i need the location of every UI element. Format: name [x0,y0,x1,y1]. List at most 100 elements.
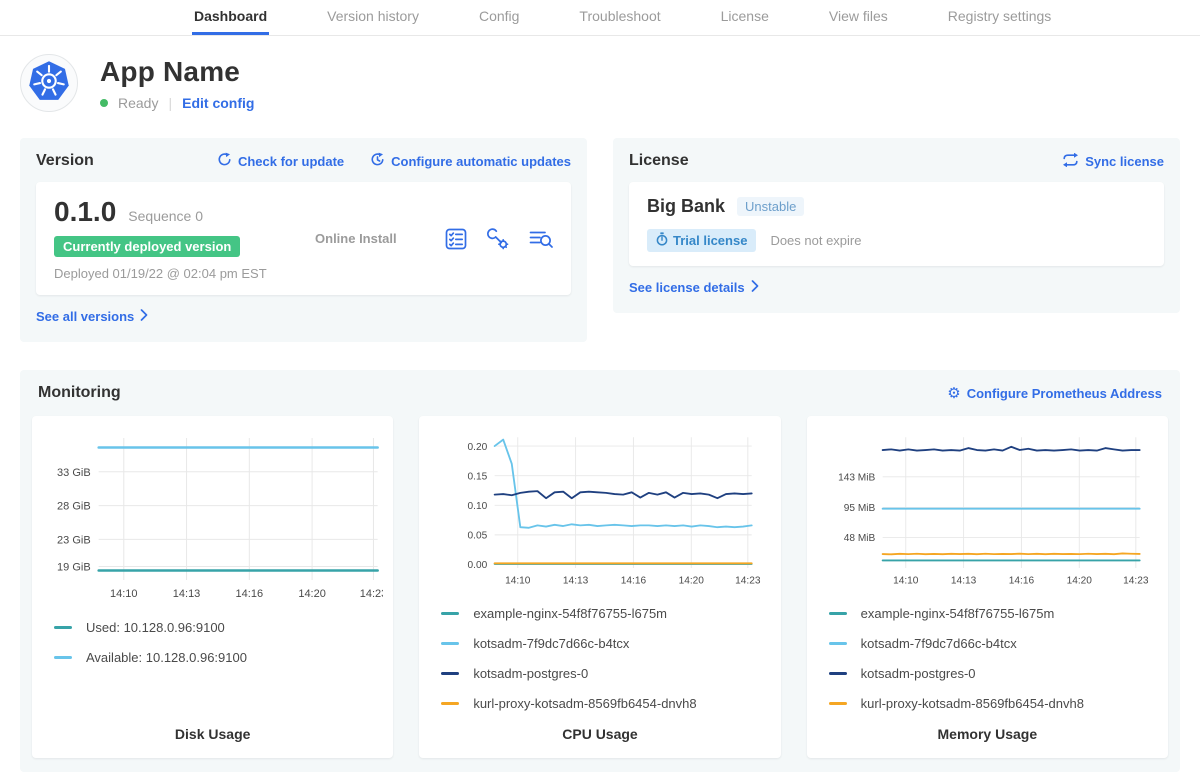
install-type-label: Online Install [315,231,397,246]
sequence-label: Sequence 0 [128,208,203,224]
legend-label: example-nginx-54f8f76755-l675m [861,606,1055,621]
legend-swatch [829,642,847,645]
app-logo [20,54,78,112]
license-card-title: License [629,152,689,170]
svg-text:0.00: 0.00 [468,560,488,571]
memory-usage-chart-card: 48 MiB 95 MiB 143 MiB 14:10 14:13 14:16 14:20 1… [807,416,1168,758]
chevron-right-icon [140,309,148,324]
chart-title: CPU Usage [429,726,770,744]
disk-usage-chart: 19 GiB23 GiB28 GiB33 GiB14:1014:1314:161… [42,428,383,606]
legend-swatch [829,672,847,675]
version-card: Version Check for update [20,138,587,342]
legend-item: Used: 10.128.0.96:9100 [54,620,383,635]
monitoring-title: Monitoring [38,384,121,402]
legend-item: kotsadm-postgres-0 [441,666,770,681]
legend-item: example-nginx-54f8f76755-l675m [829,606,1158,621]
svg-text:23 GiB: 23 GiB [57,534,91,546]
svg-text:14:13: 14:13 [173,588,201,600]
edit-config-link[interactable]: Edit config [182,95,254,111]
svg-text:143 MiB: 143 MiB [838,472,875,483]
svg-text:14:10: 14:10 [893,576,919,587]
stopwatch-icon [656,232,668,249]
legend-item: example-nginx-54f8f76755-l675m [441,606,770,621]
svg-text:14:10: 14:10 [505,576,531,587]
legend-swatch [54,656,72,659]
page-title: App Name [100,56,254,88]
svg-text:14:10: 14:10 [110,588,138,600]
legend-swatch [441,672,459,675]
tab-dashboard[interactable]: Dashboard [192,0,269,35]
legend-label: example-nginx-54f8f76755-l675m [473,606,667,621]
view-logs-icon[interactable] [529,228,553,250]
configure-auto-updates-label: Configure automatic updates [391,154,571,169]
config-wrench-icon[interactable] [487,228,509,250]
check-for-update-link[interactable]: Check for update [217,152,344,170]
svg-text:14:23: 14:23 [1123,576,1149,587]
svg-text:14:16: 14:16 [236,588,264,600]
cpu-usage-chart: 0.000.050.100.150.2014:1014:1314:1614:20… [429,428,770,592]
svg-text:95 MiB: 95 MiB [843,503,875,514]
legend-label: kotsadm-7f9dc7d66c-b4tcx [861,636,1017,651]
configure-prometheus-link[interactable]: ⚙ Configure Prometheus Address [947,386,1162,401]
trial-license-label: Trial license [673,233,747,248]
svg-text:0.10: 0.10 [468,501,488,512]
sync-arrows-icon [1062,153,1079,170]
tab-version-history[interactable]: Version history [325,0,421,35]
legend-swatch [441,612,459,615]
svg-text:14:20: 14:20 [1066,576,1092,587]
legend-label: kurl-proxy-kotsadm-8569fb6454-dnvh8 [861,696,1084,711]
legend-label: Used: 10.128.0.96:9100 [86,620,225,635]
legend-item: Available: 10.128.0.96:9100 [54,650,383,665]
license-card: License Sync license Big Bank [613,138,1180,313]
see-all-versions-label: See all versions [36,309,134,324]
legend-label: Available: 10.128.0.96:9100 [86,650,247,665]
sync-license-label: Sync license [1085,154,1164,169]
deployed-timestamp: Deployed 01/19/22 @ 02:04 pm EST [54,266,267,281]
configure-auto-updates-link[interactable]: Configure automatic updates [370,152,571,170]
legend-label: kotsadm-postgres-0 [861,666,976,681]
refresh-icon [217,152,232,170]
legend-swatch [829,702,847,705]
svg-text:14:20: 14:20 [298,588,326,600]
tab-troubleshoot[interactable]: Troubleshoot [577,0,662,35]
cpu-usage-chart-card: 0.000.050.100.150.2014:1014:1314:1614:20… [419,416,780,758]
license-expiry: Does not expire [770,233,861,248]
configure-prometheus-label: Configure Prometheus Address [967,386,1162,401]
see-all-versions-link[interactable]: See all versions [36,309,148,324]
tab-view-files[interactable]: View files [827,0,890,35]
version-number: 0.1.0 [54,196,116,228]
see-license-details-link[interactable]: See license details [629,280,759,295]
trial-license-badge: Trial license [647,229,756,252]
disk-usage-legend: Used: 10.128.0.96:9100 Available: 10.128.… [42,620,383,680]
disk-usage-chart-card: 19 GiB23 GiB28 GiB33 GiB14:1014:1314:161… [32,416,393,758]
monitoring-section: Monitoring ⚙ Configure Prometheus Addres… [20,370,1180,772]
channel-badge: Unstable [737,197,804,216]
svg-text:48 MiB: 48 MiB [843,533,875,544]
chevron-right-icon [751,280,759,295]
check-for-update-label: Check for update [238,154,344,169]
svg-text:14:23: 14:23 [735,576,761,587]
legend-item: kotsadm-postgres-0 [829,666,1158,681]
deployed-badge: Currently deployed version [54,236,240,257]
svg-text:14:16: 14:16 [1008,576,1034,587]
svg-text:0.20: 0.20 [468,442,488,453]
legend-swatch [441,642,459,645]
svg-text:14:13: 14:13 [951,576,977,587]
svg-text:0.15: 0.15 [468,471,488,482]
sync-license-link[interactable]: Sync license [1062,153,1164,170]
tab-registry-settings[interactable]: Registry settings [946,0,1053,35]
gear-icon: ⚙ [947,386,960,401]
tab-config[interactable]: Config [477,0,521,35]
svg-text:14:20: 14:20 [679,576,705,587]
tab-license[interactable]: License [719,0,771,35]
legend-label: kotsadm-postgres-0 [473,666,588,681]
cpu-usage-legend: example-nginx-54f8f76755-l675mkotsadm-7f… [429,606,770,726]
see-license-details-label: See license details [629,280,745,295]
svg-text:14:13: 14:13 [563,576,589,587]
memory-usage-legend: example-nginx-54f8f76755-l675m kotsadm-7f… [817,606,1158,726]
svg-text:28 GiB: 28 GiB [57,501,91,513]
chart-title: Disk Usage [42,726,383,744]
preflight-checks-icon[interactable] [445,228,467,250]
divider: | [168,95,172,111]
legend-item: kurl-proxy-kotsadm-8569fb6454-dnvh8 [441,696,770,711]
